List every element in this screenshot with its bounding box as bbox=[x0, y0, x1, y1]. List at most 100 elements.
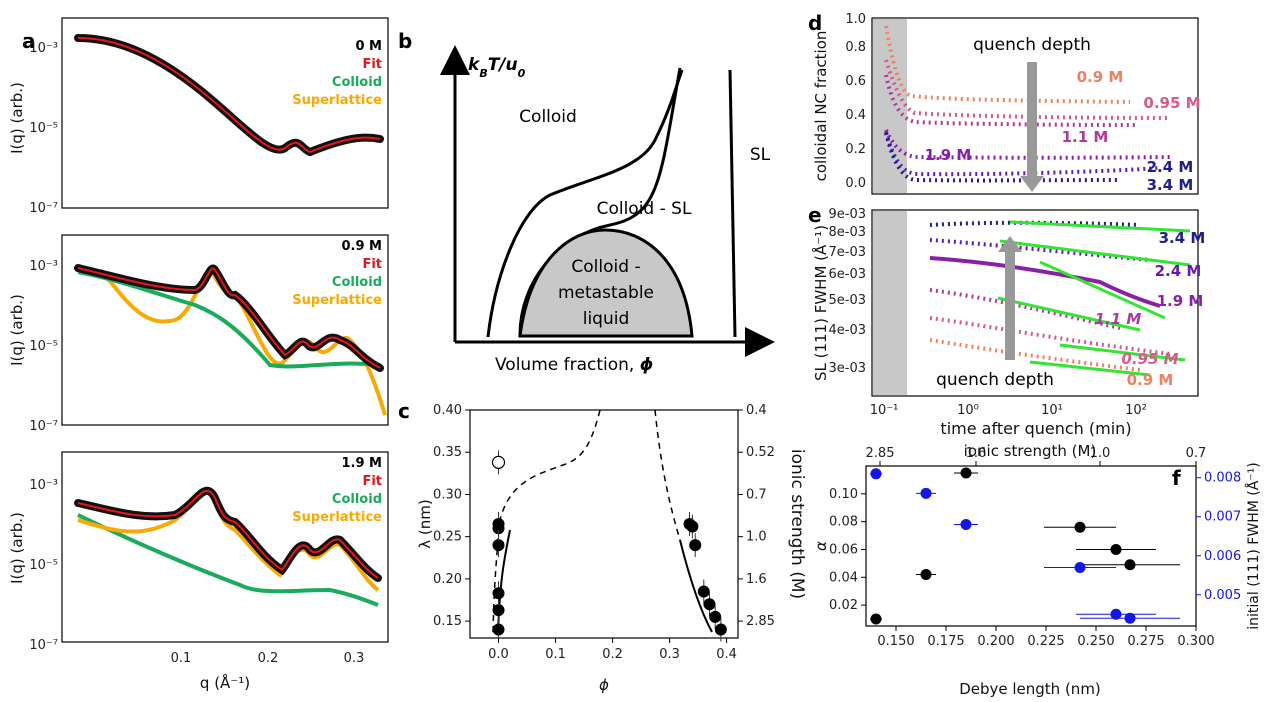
panel-c-ylabel: λ (nm) bbox=[416, 499, 434, 548]
ytick: 10⁻⁵ bbox=[29, 121, 58, 136]
ytick: 4e-03 bbox=[828, 323, 866, 338]
data-point bbox=[686, 520, 699, 533]
xtick: 0.150 bbox=[877, 634, 914, 649]
xtick: 0.3 bbox=[344, 651, 365, 666]
subplot-frame bbox=[61, 17, 389, 209]
ytick: 1.0 bbox=[845, 12, 866, 27]
series-19m bbox=[929, 256, 1161, 308]
data-point bbox=[689, 539, 702, 552]
ytick: 0.2 bbox=[845, 142, 866, 157]
panel-label-b: b bbox=[398, 29, 412, 53]
subplot-label-0m: 0 M bbox=[355, 39, 382, 54]
panel-e-xlabel: time after quench (min) bbox=[940, 419, 1131, 438]
label-24m: 2.4 M bbox=[1147, 158, 1194, 176]
fwhm-point bbox=[960, 519, 972, 531]
data-point bbox=[492, 587, 505, 600]
y2tick: 0.4 bbox=[746, 403, 767, 418]
open-data-point bbox=[491, 455, 506, 469]
xtick: 0.275 bbox=[1127, 634, 1164, 649]
data-point bbox=[697, 585, 710, 598]
xtick: 0.2 bbox=[602, 647, 623, 662]
panel-a-subplot-1: 0 M Fit Colloid Superlattice 10⁻³ 10⁻⁵ 1… bbox=[8, 17, 389, 216]
ytick: 10⁻³ bbox=[29, 41, 58, 56]
label-34m: 3.4 M bbox=[1147, 176, 1194, 194]
panel-label-f: f bbox=[1172, 466, 1181, 490]
y2tick: 0.005 bbox=[1204, 588, 1241, 603]
legend-fit: Fit bbox=[362, 257, 382, 272]
panel-c-ticks: 0.0 0.1 0.2 0.3 0.4 0.15 2.85 0.20 1.6 0.25 1.0 0.3… bbox=[433, 403, 775, 662]
data-point bbox=[492, 539, 505, 552]
x-axis-label: Volume fraction, ϕ bbox=[495, 355, 653, 375]
data-point bbox=[492, 604, 505, 617]
label-095m: 0.95 M bbox=[1143, 94, 1200, 112]
ytick: 0.0 bbox=[845, 176, 866, 191]
series-09m bbox=[884, 25, 1131, 104]
ytick: 0.02 bbox=[829, 598, 858, 613]
fit-11m bbox=[997, 296, 1141, 332]
ytick: 5e-03 bbox=[828, 293, 866, 308]
xtick: 0.200 bbox=[977, 634, 1014, 649]
fit-19m bbox=[1039, 260, 1166, 320]
panel-e-ylabel: SL (111) FWHM (Å⁻¹) bbox=[811, 225, 830, 381]
panel-c-xlabel: ϕ bbox=[599, 676, 609, 694]
panel-c-ylabel-right: ionic strength (M) bbox=[787, 449, 807, 599]
label-09m: 0.9 M bbox=[1127, 371, 1174, 389]
toptick: 2.85 bbox=[866, 446, 895, 461]
panel-e-frame bbox=[871, 209, 1199, 397]
label-19m: 1.9 M bbox=[1157, 292, 1204, 310]
ytick: 0.6 bbox=[845, 74, 866, 89]
boundary-right-solid bbox=[679, 539, 713, 633]
fwhm-point bbox=[1110, 608, 1122, 620]
legend-colloid: Colloid bbox=[332, 492, 382, 507]
data-point bbox=[492, 518, 505, 530]
y2tick: 0.007 bbox=[1204, 510, 1241, 525]
ytick: 0.40 bbox=[433, 403, 462, 418]
panel-f-ylabel-right: initial (111) FWHM (Å⁻¹) bbox=[1245, 462, 1262, 630]
fit-095m bbox=[1059, 343, 1186, 362]
label-095m: 0.95 M bbox=[1121, 350, 1178, 368]
region-colloid: Colloid bbox=[519, 107, 577, 127]
panel-f-xlabel: Debye length (nm) bbox=[959, 680, 1101, 698]
label-11m: 1.1 M bbox=[1062, 128, 1109, 146]
panel-a-subplot-3: 1.9 M Fit Colloid Superlattice 10⁻³ 10⁻⁵… bbox=[8, 451, 389, 692]
xtick: 0.1 bbox=[171, 651, 192, 666]
ytick: 10⁻⁷ bbox=[29, 419, 58, 434]
fwhm-point bbox=[920, 487, 932, 499]
panel-f-ylabel: α bbox=[812, 541, 830, 551]
fwhm-point bbox=[1124, 612, 1136, 624]
metastable-dome bbox=[518, 228, 694, 338]
ytick: 0.04 bbox=[829, 570, 858, 585]
ytick: 0.25 bbox=[433, 530, 462, 545]
label-11m: 1.1 M bbox=[1095, 310, 1142, 328]
ytick: 0.30 bbox=[433, 487, 462, 502]
ytick: 0.06 bbox=[829, 542, 858, 557]
y-axis-label: kBT/u0 bbox=[468, 55, 526, 80]
legend-superlattice: Superlattice bbox=[292, 93, 382, 108]
ytick: 0.08 bbox=[829, 515, 858, 530]
xtick: 0.4 bbox=[716, 647, 737, 662]
subplot-frame bbox=[61, 451, 389, 643]
superlattice-line-19m bbox=[77, 490, 380, 592]
colloid-line-19m bbox=[77, 513, 379, 607]
ytick: 10⁻³ bbox=[29, 478, 58, 493]
panel-c: c ϕ λ (nm) ionic strength (M) 0.0 0.1 0.2 0… bbox=[398, 399, 807, 694]
panel-label-c: c bbox=[398, 399, 410, 423]
legend-colloid: Colloid bbox=[332, 75, 382, 90]
colloid-line-09m bbox=[77, 270, 381, 369]
panel-d-series bbox=[884, 25, 1171, 183]
region-colloid-sl: Colloid - SL bbox=[597, 199, 692, 219]
ytick: 0.15 bbox=[433, 614, 462, 629]
fit-line-19m bbox=[77, 489, 379, 579]
xtick: 0.225 bbox=[1027, 634, 1064, 649]
xtick: 0.1 bbox=[545, 647, 566, 662]
panel-c-frame bbox=[469, 409, 739, 639]
xtick: 0.2 bbox=[258, 651, 279, 666]
quench-depth-label: quench depth bbox=[973, 35, 1091, 55]
data-point bbox=[492, 623, 505, 636]
panel-f-top-label: ionic strength (M) bbox=[964, 442, 1097, 460]
series-095m bbox=[929, 316, 1171, 356]
region-sl: SL bbox=[750, 145, 771, 165]
legend-colloid: Colloid bbox=[332, 275, 382, 290]
y2tick: 2.85 bbox=[746, 614, 775, 629]
pre-quench-shade bbox=[873, 211, 907, 395]
